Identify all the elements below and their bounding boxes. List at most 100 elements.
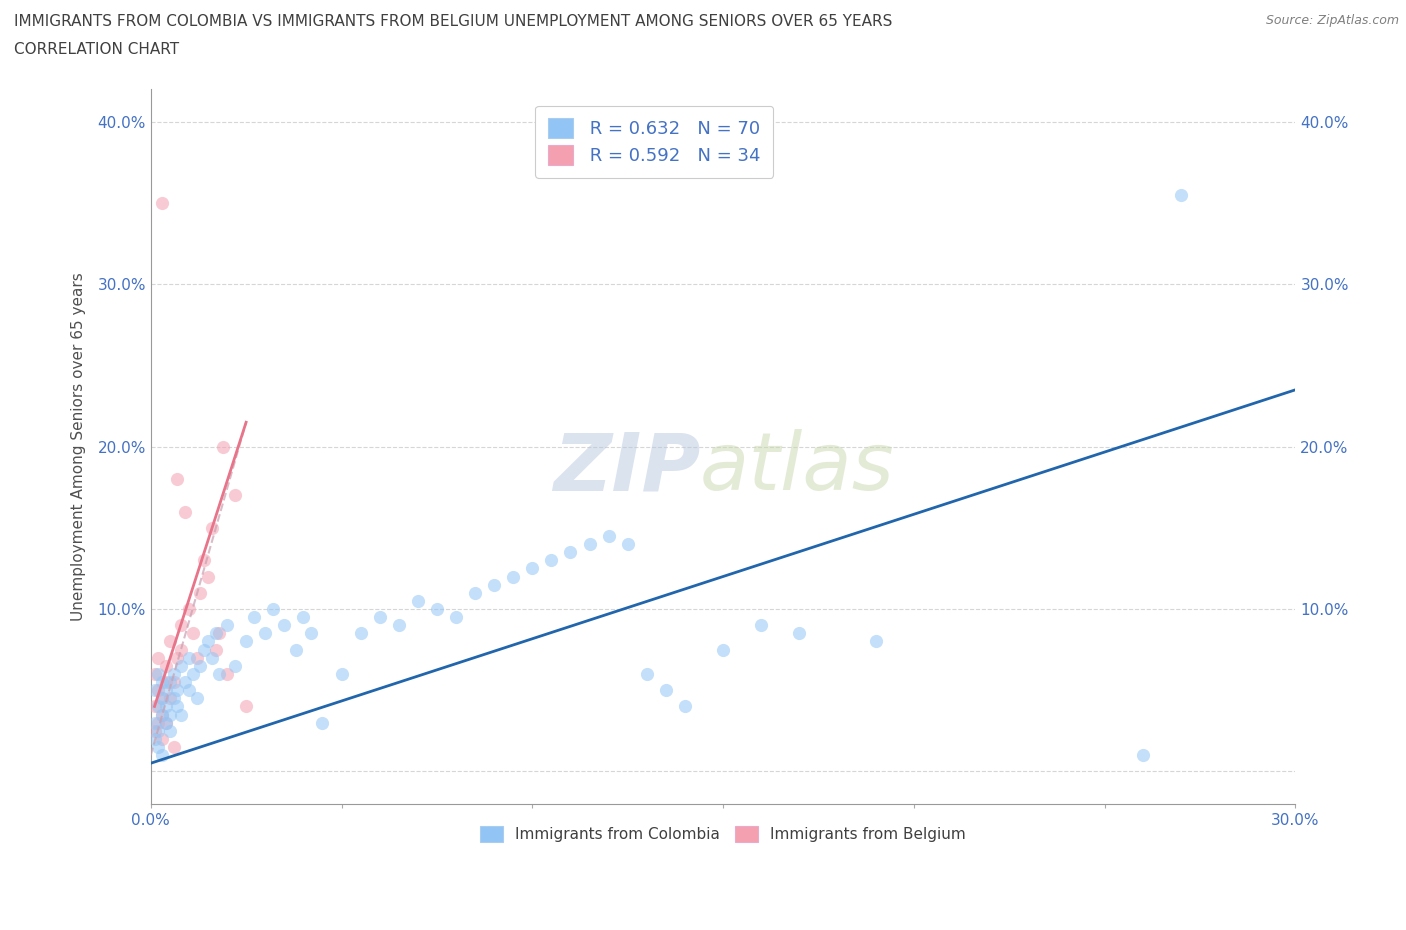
Text: IMMIGRANTS FROM COLOMBIA VS IMMIGRANTS FROM BELGIUM UNEMPLOYMENT AMONG SENIORS O: IMMIGRANTS FROM COLOMBIA VS IMMIGRANTS F… (14, 14, 893, 29)
Point (186, 650, 208, 665)
Point (193, 642, 215, 657)
Point (166, 683, 188, 698)
Point (215, 667, 238, 682)
Point (208, 667, 231, 682)
Point (166, 472, 188, 486)
Point (155, 699, 177, 714)
Point (262, 602, 284, 617)
Y-axis label: Unemployment Among Seniors over 65 years: Unemployment Among Seniors over 65 years (72, 272, 86, 621)
Point (242, 610, 264, 625)
Point (150, 731, 173, 746)
Point (170, 618, 193, 632)
Point (204, 642, 226, 657)
Point (159, 674, 181, 689)
Point (235, 699, 257, 714)
Point (150, 691, 173, 706)
Point (159, 691, 181, 706)
Point (502, 569, 524, 584)
Point (143, 699, 166, 714)
Point (368, 610, 391, 625)
Point (426, 602, 449, 617)
Point (215, 618, 238, 632)
Text: ZIP: ZIP (553, 429, 700, 507)
Point (150, 707, 173, 722)
Point (197, 634, 219, 649)
Point (330, 667, 353, 682)
Point (155, 715, 177, 730)
Point (224, 488, 246, 503)
Legend: Immigrants from Colombia, Immigrants from Belgium: Immigrants from Colombia, Immigrants fro… (472, 818, 974, 850)
Point (711, 642, 734, 657)
Point (204, 626, 226, 641)
Point (388, 618, 411, 632)
Point (616, 537, 638, 551)
Point (522, 561, 544, 576)
Point (655, 683, 678, 698)
Point (560, 545, 582, 560)
Point (177, 650, 200, 665)
Point (155, 674, 177, 689)
Point (181, 667, 204, 682)
Point (170, 707, 193, 722)
Point (299, 626, 322, 641)
Point (159, 724, 181, 738)
Point (186, 691, 208, 706)
Point (578, 537, 600, 551)
Point (235, 634, 257, 649)
Point (349, 626, 371, 641)
Point (162, 667, 184, 682)
Point (197, 569, 219, 584)
Point (148, 650, 170, 665)
Point (540, 552, 562, 567)
Point (749, 618, 772, 632)
Point (174, 504, 197, 519)
Point (311, 715, 333, 730)
Text: CORRELATION CHART: CORRELATION CHART (14, 42, 179, 57)
Point (150, 674, 173, 689)
Point (159, 707, 181, 722)
Point (170, 642, 193, 657)
Point (150, 748, 173, 763)
Point (166, 699, 188, 714)
Point (444, 610, 467, 625)
Point (150, 195, 173, 210)
Point (148, 667, 170, 682)
Point (224, 658, 246, 673)
Point (188, 585, 211, 600)
Point (254, 626, 277, 641)
Point (292, 610, 315, 625)
Point (177, 683, 200, 698)
Point (789, 626, 811, 641)
Point (170, 658, 193, 673)
Point (1170, 188, 1192, 203)
Point (208, 626, 231, 641)
Point (155, 683, 177, 698)
Point (482, 578, 505, 592)
Point (143, 667, 166, 682)
Point (155, 715, 177, 730)
Point (598, 528, 620, 543)
Point (673, 699, 696, 714)
Point (143, 715, 166, 730)
Point (162, 674, 184, 689)
Point (162, 739, 184, 754)
Point (636, 667, 658, 682)
Point (406, 593, 429, 608)
Point (273, 618, 295, 632)
Point (143, 683, 166, 698)
Text: Source: ZipAtlas.com: Source: ZipAtlas.com (1265, 14, 1399, 27)
Point (148, 715, 170, 730)
Point (865, 634, 887, 649)
Point (143, 724, 166, 738)
Point (201, 650, 224, 665)
Point (148, 699, 170, 714)
Point (284, 642, 307, 657)
Point (143, 731, 166, 746)
Point (148, 683, 170, 698)
Point (188, 658, 211, 673)
Point (159, 634, 181, 649)
Point (150, 691, 173, 706)
Point (181, 626, 204, 641)
Point (464, 585, 486, 600)
Point (1132, 748, 1154, 763)
